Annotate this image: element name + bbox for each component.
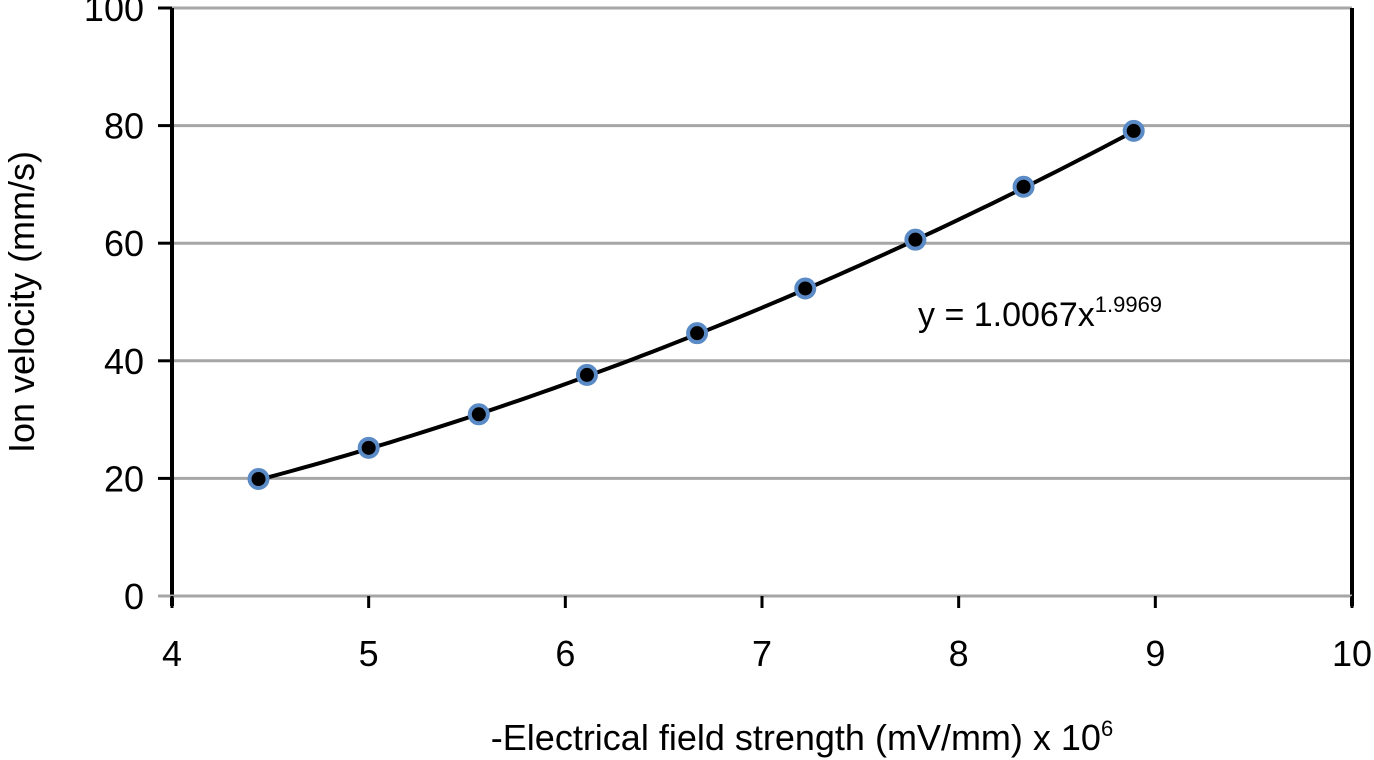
x-axis-title: -Electrical field strength (mV/mm) x 10 (491, 717, 1101, 758)
equation-exponent: 1.9969 (1095, 292, 1162, 317)
data-point (904, 228, 927, 251)
x-tick-label: 10 (1332, 633, 1372, 674)
y-tick-label: 60 (104, 223, 144, 264)
y-axis-title: Ion velocity (mm/s) (1, 151, 42, 453)
data-point (575, 363, 598, 386)
y-tick-label: 100 (84, 0, 144, 29)
y-tick-label: 0 (124, 576, 144, 617)
data-point (247, 467, 270, 490)
data-points (247, 119, 1145, 490)
x-tick-label: 4 (162, 633, 182, 674)
grid-lines (172, 6, 1352, 480)
x-axis-title-exponent: 6 (1101, 716, 1113, 741)
data-point (686, 322, 709, 345)
data-point (1012, 175, 1035, 198)
x-tick-label: 9 (1145, 633, 1165, 674)
data-point (1122, 119, 1145, 142)
x-axis-title-wrapper: -Electrical field strength (mV/mm) x 106 (491, 716, 1113, 758)
data-point (357, 436, 380, 459)
trendline-equation: y = 1.0067x1.9969 (918, 292, 1162, 334)
x-tick-labels: 4 5 6 7 8 9 10 (162, 633, 1372, 674)
x-tick-label: 7 (752, 633, 772, 674)
y-tick-label: 40 (104, 341, 144, 382)
axes (158, 6, 1354, 608)
y-tick-label: 80 (104, 106, 144, 147)
equation-text: y = 1.0067x (918, 296, 1095, 334)
y-tick-label: 20 (104, 458, 144, 499)
x-tick-label: 6 (555, 633, 575, 674)
data-point (794, 277, 817, 300)
data-point (467, 403, 490, 426)
y-tick-labels: 0 20 40 60 80 100 (84, 0, 144, 617)
x-tick-label: 5 (359, 633, 379, 674)
x-tick-label: 8 (949, 633, 969, 674)
